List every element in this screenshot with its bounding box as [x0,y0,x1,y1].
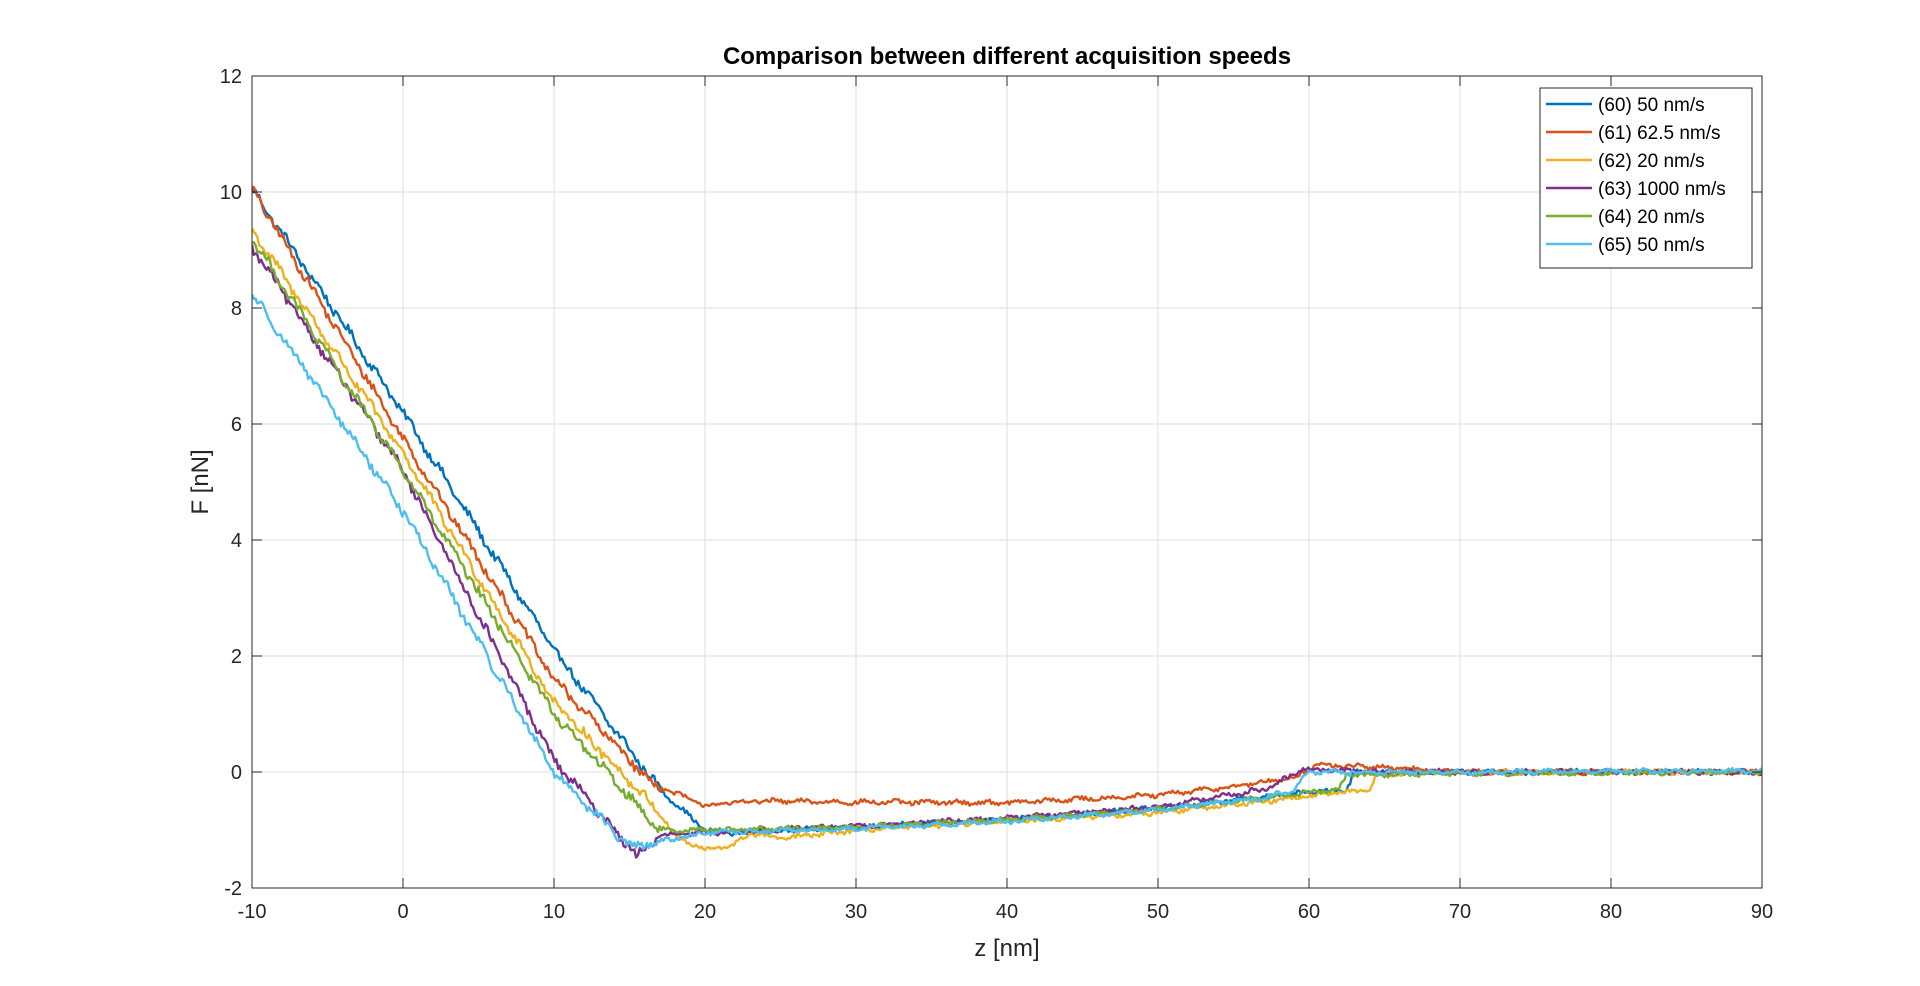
y-tick-label: 2 [231,646,242,668]
x-tick-label: 60 [1298,901,1320,923]
y-tick-label: 12 [220,66,242,88]
x-tick-label: 70 [1449,901,1471,923]
legend-entry: (63) 1000 nm/s [1598,179,1726,200]
y-tick-label: 0 [231,762,242,784]
legend-entry: (62) 20 nm/s [1598,151,1705,172]
y-tick-label: -2 [224,878,242,900]
x-tick-label: 40 [996,901,1018,923]
x-ticks: -10 0 10 20 30 40 50 60 70 80 90 [238,76,1773,923]
series-line [252,241,1762,834]
y-axis-label: F [nN] [187,449,214,514]
x-axis-label: z [nm] [974,935,1039,962]
y-tick-label: 8 [231,298,242,320]
series-layer [252,185,1762,859]
x-tick-label: 10 [543,901,565,923]
legend: (60) 50 nm/s (61) 62.5 nm/s (62) 20 nm/s (6… [1539,87,1753,269]
x-tick-label: 20 [694,901,716,923]
y-tick-label: 6 [231,414,242,436]
legend-entry: (64) 20 nm/s [1598,207,1705,228]
x-tick-label: 30 [845,901,867,923]
x-tick-label: -10 [238,901,267,923]
chart-title: Comparison between different acquisition… [723,43,1291,70]
legend-entry: (60) 50 nm/s [1598,95,1705,116]
x-tick-label: 90 [1751,901,1773,923]
y-ticks: -2 0 2 4 6 8 10 12 [220,66,1762,900]
legend-entry: (65) 50 nm/s [1598,235,1705,256]
y-tick-label: 4 [231,530,242,552]
x-tick-label: 0 [397,901,408,923]
x-tick-label: 50 [1147,901,1169,923]
y-tick-label: 10 [220,182,242,204]
legend-box [1539,87,1753,269]
series-line [252,294,1762,851]
x-tick-label: 80 [1600,901,1622,923]
legend-entry: (61) 62.5 nm/s [1598,123,1721,144]
